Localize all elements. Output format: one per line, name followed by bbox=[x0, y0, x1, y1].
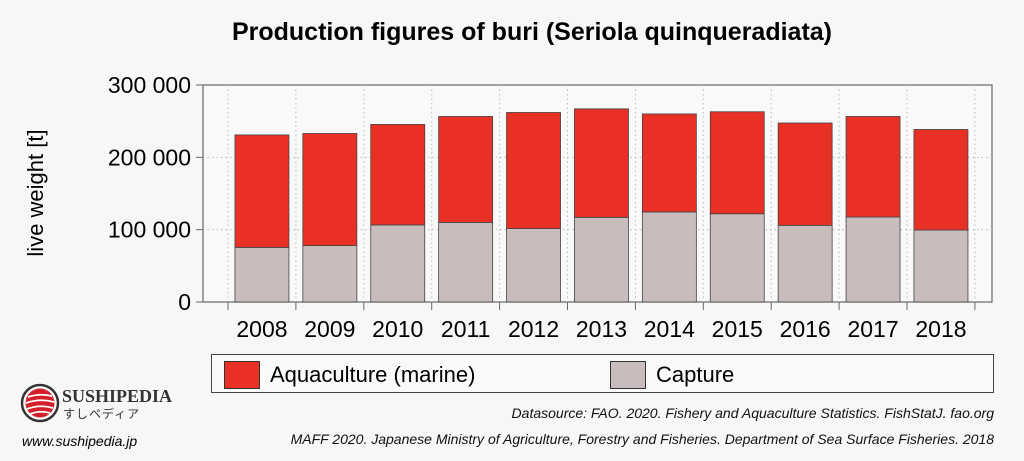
x-tick-label: 2009 bbox=[304, 316, 355, 342]
bar-aquaculture-2014 bbox=[641, 113, 697, 213]
bar-aquaculture-2018 bbox=[913, 129, 969, 231]
legend-item-capture: Capture bbox=[610, 361, 734, 389]
bar-aquaculture-2013 bbox=[574, 108, 629, 218]
bar-aquaculture-2009 bbox=[302, 133, 358, 246]
x-tick-label: 2012 bbox=[508, 316, 559, 342]
bar-capture-2018 bbox=[913, 229, 969, 303]
logo-name: SUSHIPEDIA bbox=[62, 386, 173, 406]
x-tick-label: 2015 bbox=[712, 316, 763, 342]
bar-capture-2014 bbox=[641, 211, 697, 303]
website-link[interactable]: www.sushipedia.jp bbox=[22, 433, 138, 449]
bar-capture-2008 bbox=[234, 246, 290, 303]
x-tick-label: 2011 bbox=[441, 316, 490, 342]
chart-title: Production figures of buri (Seriola quin… bbox=[231, 18, 833, 46]
bar-capture-2011 bbox=[438, 222, 494, 303]
bar-aquaculture-2012 bbox=[506, 112, 561, 229]
y-tick-label: 300 000 bbox=[108, 72, 191, 98]
sushipedia-logo-icon bbox=[20, 383, 60, 423]
bar-capture-2016 bbox=[777, 224, 833, 303]
bar-aquaculture-2015 bbox=[709, 111, 765, 215]
legend-item-aquaculture: Aquaculture (marine) bbox=[224, 361, 475, 389]
bar-capture-2017 bbox=[845, 216, 901, 303]
legend-label-aquaculture: Aquaculture (marine) bbox=[270, 362, 476, 387]
x-tick-label: 2010 bbox=[372, 316, 423, 342]
bar-capture-2012 bbox=[506, 228, 561, 303]
x-tick-label: 2017 bbox=[847, 316, 898, 342]
y-tick-label: 100 000 bbox=[108, 217, 191, 243]
legend: Aquaculture (marine) Capture bbox=[211, 354, 994, 393]
bar-aquaculture-2011 bbox=[438, 116, 494, 223]
bar-capture-2010 bbox=[370, 224, 426, 303]
bar-aquaculture-2017 bbox=[845, 116, 901, 218]
bar-aquaculture-2016 bbox=[777, 122, 833, 226]
y-tick-label: 0 bbox=[178, 289, 191, 315]
x-tick-label: 2014 bbox=[644, 316, 695, 342]
source-line-1: Datasource: FAO. 2020. Fishery and Aquac… bbox=[511, 405, 994, 421]
legend-label-capture: Capture bbox=[656, 362, 735, 387]
legend-swatch-capture bbox=[610, 361, 646, 389]
x-tick-label: 2008 bbox=[236, 316, 287, 342]
bar-capture-2013 bbox=[574, 216, 629, 303]
x-tick-label: 2016 bbox=[780, 316, 831, 342]
source-line-2: MAFF 2020. Japanese Ministry of Agricult… bbox=[290, 431, 994, 447]
logo-japanese: すしペディア bbox=[63, 407, 141, 421]
x-tick-label: 2013 bbox=[576, 316, 627, 342]
bar-capture-2015 bbox=[709, 213, 765, 303]
bar-aquaculture-2008 bbox=[234, 134, 290, 248]
x-tick-label: 2018 bbox=[915, 316, 966, 342]
legend-swatch-aquaculture bbox=[224, 361, 260, 389]
chart-plot: 0 100 000 200 000 300 000 2008 2009 2010 2011 20… bbox=[108, 72, 993, 342]
bar-aquaculture-2010 bbox=[370, 124, 426, 226]
bar-capture-2009 bbox=[302, 245, 358, 303]
y-tick-label: 200 000 bbox=[108, 144, 191, 170]
